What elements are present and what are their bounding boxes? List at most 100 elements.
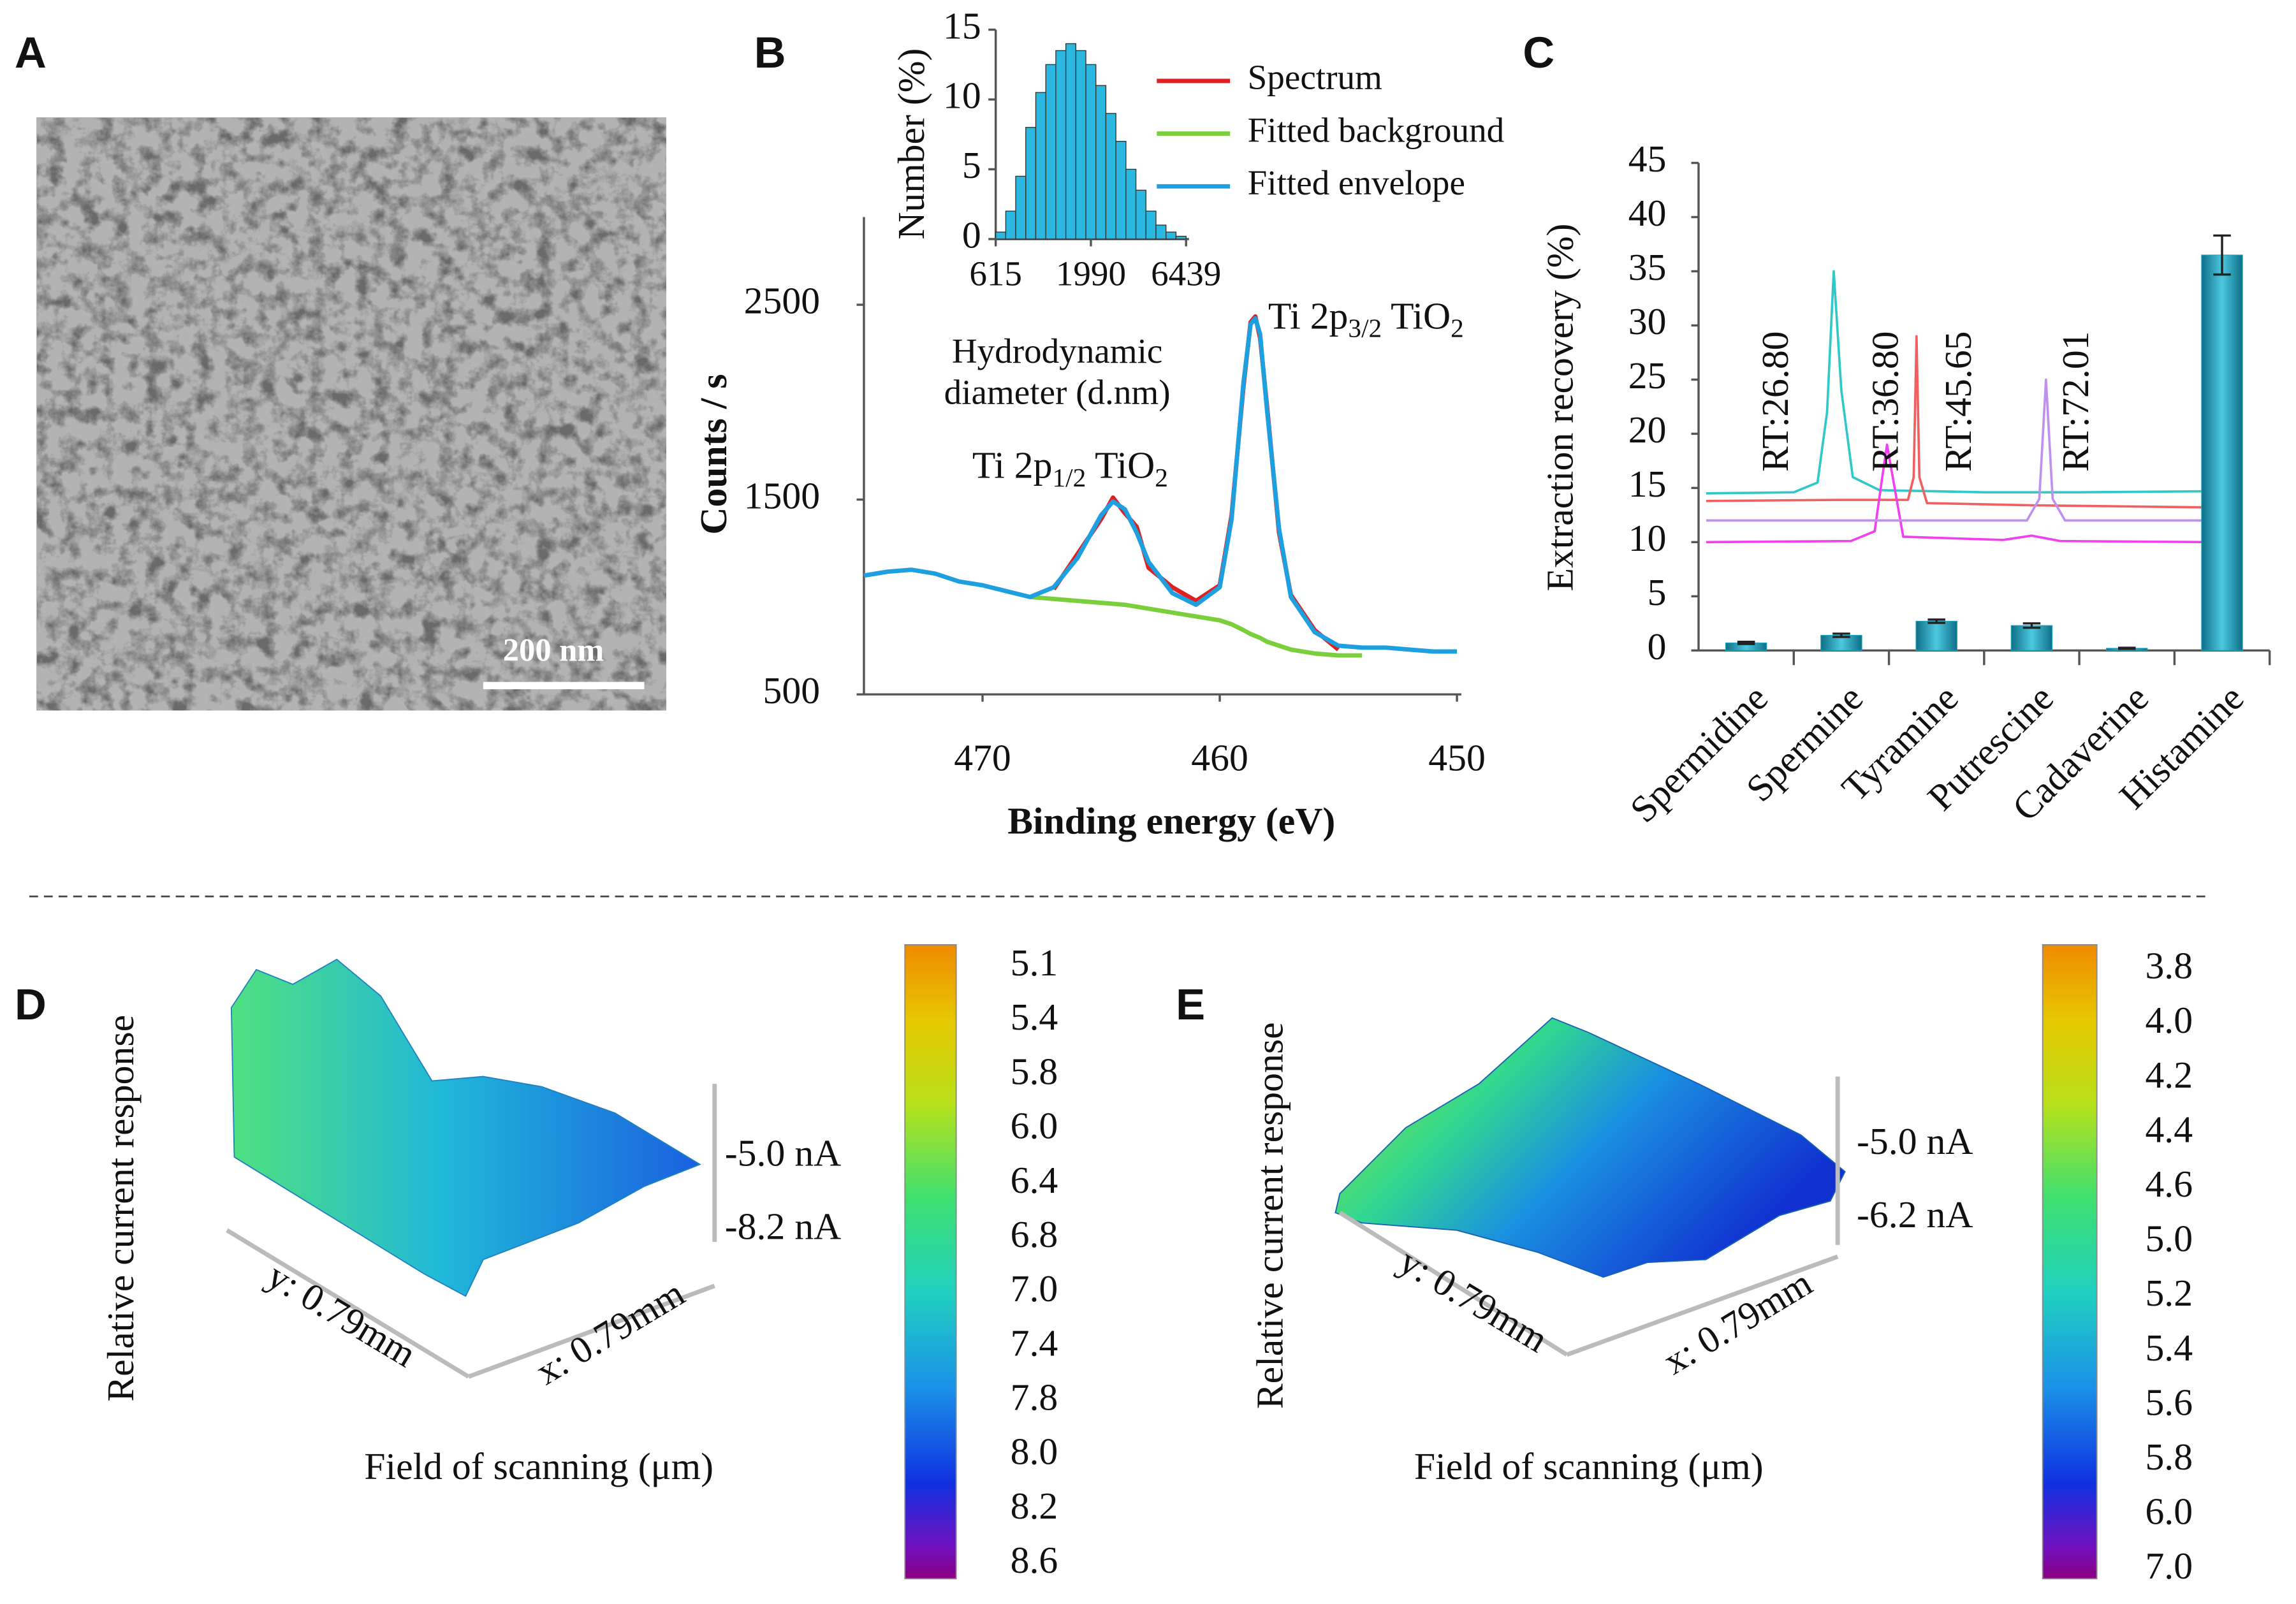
histogram-bar (1075, 50, 1086, 240)
surface-plot (1334, 1017, 1846, 1278)
axis-label: x: 0.79mm (529, 1272, 692, 1393)
bar (1915, 620, 1957, 651)
colorbar-label: 5.4 (1011, 996, 1058, 1038)
histogram-bar (1085, 64, 1097, 240)
axis-label: y: 0.79mm (1392, 1239, 1555, 1360)
z-tick-label: -6.2 nA (1857, 1193, 1973, 1236)
colorbar-label: 7.0 (1011, 1267, 1058, 1309)
histogram-bar (1035, 92, 1046, 240)
colorbar-label: 6.0 (2145, 1491, 2193, 1533)
x-tick-label: 615 (969, 254, 1022, 293)
x-tick-label: Spermidine (1622, 676, 1776, 830)
colorbar-label: 6.0 (1011, 1105, 1058, 1147)
axis-title: Number (%) (890, 48, 932, 240)
z-tick-label: -5.0 nA (1857, 1120, 1973, 1162)
colorbar-label: 5.2 (2145, 1272, 2193, 1314)
y-tick-label: 20 (1628, 409, 1667, 451)
colorbar-label: 4.6 (2145, 1163, 2193, 1205)
error-bar (1737, 640, 1755, 645)
y-tick-label: 0 (962, 214, 981, 256)
colorbar-label: 6.8 (1011, 1213, 1058, 1255)
error-bar (1927, 618, 1945, 624)
colorbar-label: 4.0 (2145, 999, 2193, 1041)
bar (2201, 254, 2243, 651)
annotation-part: TiO (1086, 444, 1155, 486)
colorbar-label: 8.2 (1011, 1485, 1058, 1527)
panel-label: B (754, 28, 786, 77)
colorbar-label: 7.0 (2145, 1545, 2193, 1587)
colorbar-label: 8.0 (1011, 1431, 1058, 1473)
axis-line (467, 1283, 715, 1379)
axis-title: Field of scanning (μm) (364, 1445, 713, 1487)
y-tick-label: 1500 (744, 474, 820, 516)
annotation-part: TiO (1382, 295, 1451, 337)
histogram-bar (1155, 224, 1167, 240)
colorbar-label: 8.6 (1011, 1539, 1058, 1581)
annotation-part: 1/2 (1053, 463, 1086, 492)
colorbar-label: 7.8 (1011, 1376, 1058, 1418)
axis-title: Counts / s (692, 374, 735, 534)
histogram-bar (1025, 127, 1037, 240)
histogram-bar (995, 231, 1007, 240)
histogram-bar (1015, 175, 1027, 240)
z-tick-label: -5.0 nA (725, 1132, 841, 1174)
colorbar-label: 4.2 (2145, 1054, 2193, 1096)
axis-line (1566, 1254, 1839, 1357)
annotation-part: 2 (1451, 314, 1464, 343)
scale-bar-label: 200 nm (503, 632, 604, 667)
y-tick-label: 15 (943, 4, 981, 47)
y-tick-label: 5 (962, 144, 981, 186)
y-tick-label: 10 (943, 75, 981, 117)
spectrum-line (1030, 594, 1363, 658)
colorbar-label: 6.4 (1011, 1159, 1058, 1201)
y-tick-label: 5 (1648, 571, 1667, 613)
colorbar-label: 5.8 (2145, 1436, 2193, 1478)
y-tick-label: 2500 (744, 280, 820, 322)
surface-plot (230, 958, 701, 1297)
axis-title: Relative current response (1249, 1022, 1291, 1409)
annotation: Ti 2p3/2 TiO2 (1268, 295, 1464, 343)
peak-label: RT:36.80 (1864, 331, 1906, 472)
annotation: Ti 2p1/2 TiO2 (972, 444, 1168, 492)
histogram-bar (1095, 85, 1107, 240)
histogram-bar (1145, 210, 1157, 240)
error-bar (1832, 632, 1850, 638)
error-bar (2022, 622, 2041, 629)
y-tick-label: 10 (1628, 517, 1667, 559)
y-tick-label: 40 (1628, 192, 1667, 234)
colorbar-label: 5.8 (1011, 1050, 1058, 1092)
histogram-bar (1105, 113, 1116, 240)
y-tick-label: 30 (1628, 300, 1667, 342)
y-tick-label: 500 (763, 669, 821, 711)
x-tick-label: 6439 (1151, 254, 1221, 293)
colorbar-label: 7.4 (1011, 1322, 1058, 1364)
panel-label: C (1523, 28, 1554, 77)
chromatogram-trace (1706, 443, 2213, 544)
colorbar (2042, 944, 2098, 1580)
axis-title: Extraction recovery (%) (1539, 224, 1581, 592)
colorbar-label: 5.1 (1011, 942, 1058, 984)
panel-label: E (1176, 980, 1205, 1029)
colorbar-label: 5.0 (2145, 1218, 2193, 1260)
colorbar (904, 944, 957, 1580)
axis-title: Relative current response (99, 1015, 142, 1402)
colorbar-label: 5.4 (2145, 1327, 2193, 1369)
axis-label: y: 0.79mm (260, 1254, 423, 1375)
colorbar-labels: 5.1 5.4 5.8 6.0 6.4 6.8 7.0 7.4 7.8 8.0 8.2 8.6 (1011, 942, 1058, 1581)
histogram-bar (1135, 189, 1146, 240)
axis-title: Binding energy (eV) (1007, 799, 1335, 842)
x-tick-label: 450 (1428, 737, 1486, 779)
chromatogram-trace (1706, 270, 2213, 495)
histogram-bar (1175, 235, 1187, 240)
legend-label: Spectrum (1248, 58, 1382, 97)
panel-label: D (15, 980, 47, 1029)
y-tick-label: 15 (1628, 463, 1667, 505)
spectrum-line (863, 316, 1458, 654)
y-tick-label: 25 (1628, 354, 1667, 397)
axis-line (226, 1228, 470, 1379)
peak-label: RT:26.80 (1754, 331, 1796, 472)
axis-title: Hydrodynamic (952, 332, 1163, 370)
peak-label: RT:72.01 (2054, 331, 2096, 472)
annotation-part: Ti 2p (1268, 295, 1349, 337)
